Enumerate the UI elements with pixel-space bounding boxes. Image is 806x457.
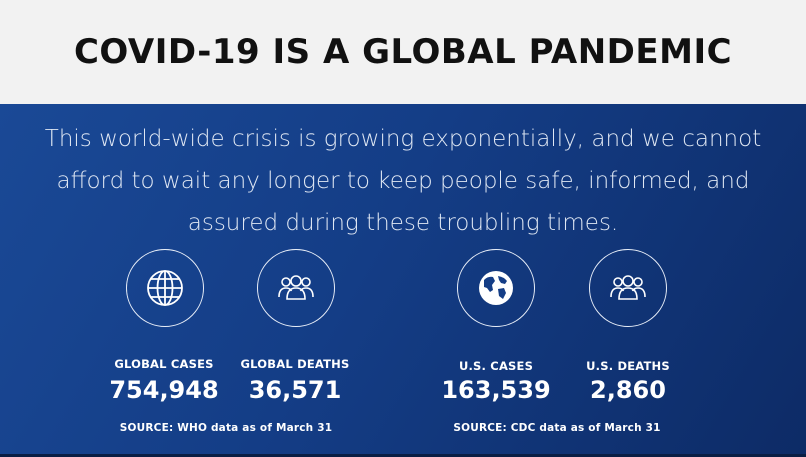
us-cases-label: U.S. CASES <box>458 359 534 373</box>
us-deaths-value: 2,860 <box>590 376 666 404</box>
globe-grid-icon <box>126 249 204 327</box>
global-cases-label: GLOBAL CASES <box>114 357 214 371</box>
global-deaths-value: 36,571 <box>248 376 342 404</box>
people-group-icon <box>589 249 667 327</box>
us-cases-value: 163,539 <box>441 376 551 404</box>
header-banner: COVID-19 IS A GLOBAL PANDEMIC <box>0 0 806 104</box>
intro-text: This world-wide crisis is growing expone… <box>44 126 762 236</box>
page-title: COVID-19 IS A GLOBAL PANDEMIC <box>73 32 733 72</box>
global-cases-value: 754,948 <box>109 376 219 404</box>
stats-panel: This world-wide crisis is growing expone… <box>0 104 806 457</box>
us-source-note: SOURCE: CDC data as of March 31 <box>453 422 661 434</box>
global-deaths-label: GLOBAL DEATHS <box>240 357 350 371</box>
people-group-icon <box>257 249 335 327</box>
earth-map-icon <box>457 249 535 327</box>
bottom-strip <box>0 454 806 457</box>
global-source-note: SOURCE: WHO data as of March 31 <box>119 422 333 434</box>
us-deaths-label: U.S. DEATHS <box>586 359 670 373</box>
